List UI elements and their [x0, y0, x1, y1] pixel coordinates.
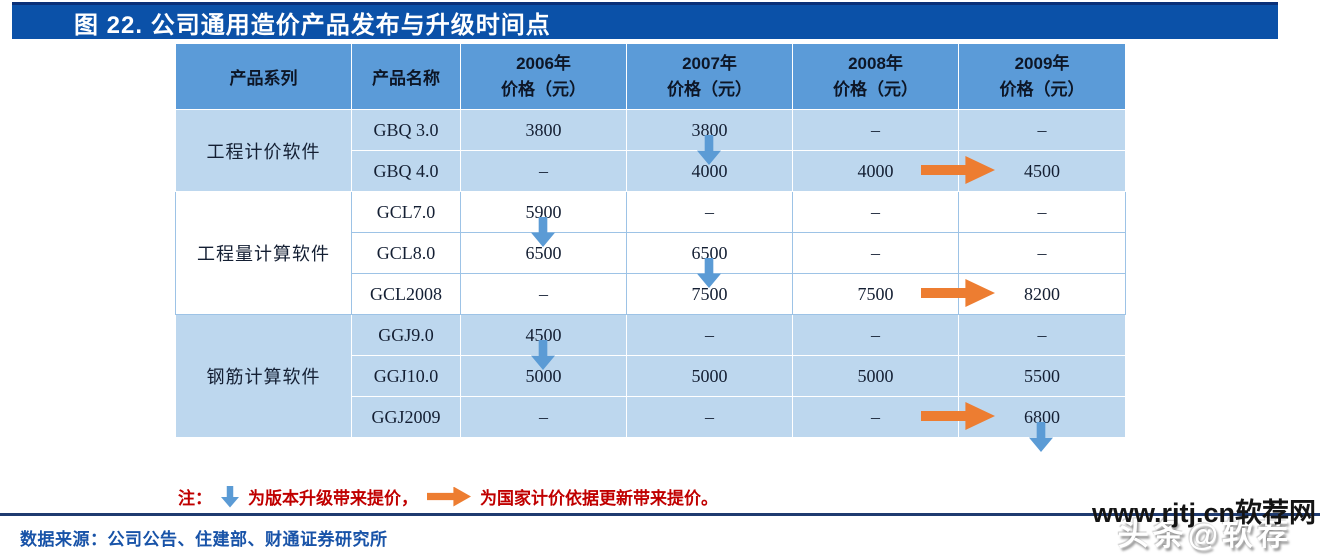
- blue-down-arrow-icon: [221, 485, 239, 508]
- price-cell: 5000: [460, 355, 627, 397]
- table-row: GBQ 4.0 – 4000 4000 4500: [176, 150, 1126, 192]
- header-series: 产品系列: [175, 43, 352, 110]
- header-year-label: 2009年: [1014, 53, 1070, 73]
- price-cell: 3800: [460, 109, 627, 151]
- price-cell: 5000: [792, 355, 959, 397]
- price-cell: 5900: [460, 191, 627, 233]
- watermark-url: www.rjtj.cn软荐网: [1091, 498, 1316, 528]
- series-cell: 钢筋计算软件: [175, 314, 352, 438]
- product-name-cell: GBQ 4.0: [351, 150, 461, 192]
- watermark-social: 头条@软荐: [1117, 517, 1292, 552]
- figure-title: 图 22. 公司通用造价产品发布与升级时间点: [74, 11, 551, 39]
- header-2009: 2009年 价格（元）: [958, 43, 1126, 110]
- legend-note: 注： 为版本升级带来提价， 为国家计价依据更新带来提价。: [178, 484, 718, 509]
- table-row: GGJ10.0 5000 5000 5000 5500: [176, 355, 1126, 397]
- price-cell: –: [460, 273, 627, 315]
- header-2008: 2008年 价格（元）: [792, 43, 959, 110]
- pricing-table-wrapper: 产品系列 产品名称 2006年 价格（元） 2007年 价格（元） 2008年 …: [175, 43, 1127, 452]
- product-name-cell: GCL2008: [351, 273, 461, 315]
- series-cell: 工程量计算软件: [175, 191, 352, 315]
- header-product-name: 产品名称: [351, 43, 461, 110]
- pricing-table: 产品系列 产品名称 2006年 价格（元） 2007年 价格（元） 2008年 …: [175, 43, 1126, 438]
- price-cell: –: [792, 109, 959, 151]
- product-name-cell: GBQ 3.0: [351, 109, 461, 151]
- header-year-label: 2008年: [848, 53, 903, 73]
- price-cell: –: [460, 396, 627, 438]
- series-cell: 工程计价软件: [175, 109, 352, 192]
- table-row: 工程计价软件 GBQ 3.0 3800 3800 – –: [175, 109, 1126, 192]
- price-cell: –: [958, 314, 1126, 356]
- note-upgrade-text: 为版本升级带来提价，: [248, 489, 418, 508]
- price-cell: 7500: [626, 273, 793, 315]
- header-unit-label: 价格（元）: [667, 79, 752, 99]
- figure-title-bar: 图 22. 公司通用造价产品发布与升级时间点: [12, 2, 1278, 39]
- price-cell: –: [792, 314, 959, 356]
- note-national-text: 为国家计价依据更新带来提价。: [480, 489, 718, 508]
- price-cell: 7500: [792, 273, 959, 315]
- price-cell: –: [460, 150, 627, 192]
- product-name-cell: GGJ2009: [351, 396, 461, 438]
- note-prefix: 注：: [178, 489, 212, 508]
- price-cell: 4500: [958, 150, 1126, 192]
- header-2006: 2006年 价格（元）: [460, 43, 627, 110]
- price-cell: –: [958, 109, 1126, 151]
- price-cell: 5500: [958, 355, 1126, 397]
- header-row: 产品系列 产品名称 2006年 价格（元） 2007年 价格（元） 2008年 …: [175, 43, 1126, 110]
- price-cell: –: [626, 314, 793, 356]
- table-row: 钢筋计算软件 GGJ9.0 4500 – – –: [175, 314, 1126, 438]
- product-name-cell: GCL7.0: [351, 191, 461, 233]
- header-unit-label: 价格（元）: [833, 79, 918, 99]
- header-year-label: 2007年: [682, 53, 737, 73]
- header-year-label: 2006年: [516, 53, 571, 73]
- price-cell: –: [626, 396, 793, 438]
- price-cell: 5000: [626, 355, 793, 397]
- orange-right-arrow-icon: [427, 486, 471, 507]
- data-source: 数据来源：公司公告、住建部、财通证券研究所: [20, 530, 388, 549]
- price-cell: –: [792, 232, 959, 274]
- price-cell: –: [958, 232, 1126, 274]
- divider-rule: [0, 513, 1320, 516]
- header-2007: 2007年 价格（元）: [626, 43, 793, 110]
- header-unit-label: 价格（元）: [501, 79, 586, 99]
- header-unit-label: 价格（元）: [999, 79, 1085, 99]
- price-cell: –: [958, 191, 1126, 233]
- product-name-cell: GGJ10.0: [351, 355, 461, 397]
- price-cell: –: [626, 191, 793, 233]
- price-cell: –: [792, 191, 959, 233]
- table-row: 工程量计算软件 GCL7.0 5900 – – –: [175, 191, 1126, 315]
- product-name-cell: GCL8.0: [351, 232, 461, 274]
- product-name-cell: GGJ9.0: [351, 314, 461, 356]
